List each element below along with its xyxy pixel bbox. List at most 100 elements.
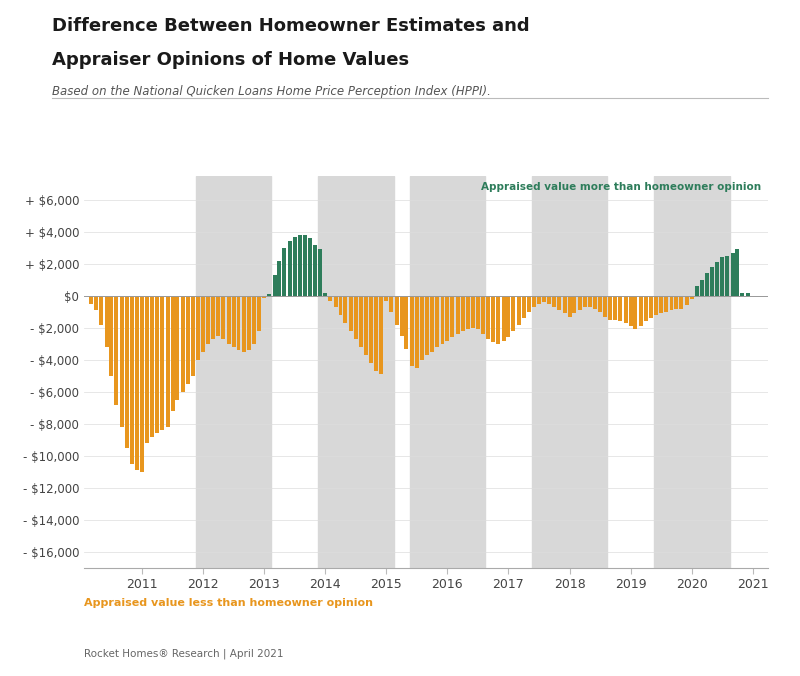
Bar xyxy=(175,296,179,400)
Bar xyxy=(435,296,439,347)
Bar xyxy=(532,296,536,307)
Bar xyxy=(715,262,719,296)
Bar xyxy=(390,296,393,312)
Bar xyxy=(746,293,750,296)
Bar xyxy=(120,296,124,427)
Text: Appraised value less than homeowner opinion: Appraised value less than homeowner opin… xyxy=(84,598,373,608)
Bar xyxy=(170,296,174,411)
Bar xyxy=(441,296,445,344)
Bar xyxy=(690,296,694,299)
Bar xyxy=(679,296,683,308)
Bar xyxy=(252,296,256,344)
Bar xyxy=(614,296,618,320)
Bar xyxy=(506,296,510,337)
Bar xyxy=(364,296,368,355)
Bar xyxy=(634,296,638,329)
Bar xyxy=(258,296,262,331)
Bar xyxy=(547,296,551,304)
Bar xyxy=(705,273,709,296)
Bar xyxy=(130,296,134,464)
Bar xyxy=(730,253,734,296)
Bar xyxy=(318,249,322,296)
Bar xyxy=(476,296,480,329)
Bar xyxy=(313,245,317,296)
Text: Difference Between Homeowner Estimates and: Difference Between Homeowner Estimates a… xyxy=(52,17,530,35)
Bar xyxy=(578,296,582,310)
Bar xyxy=(537,296,541,304)
Bar xyxy=(471,296,475,328)
Bar xyxy=(318,176,394,568)
Bar xyxy=(461,296,465,331)
Bar xyxy=(618,296,622,321)
Text: Based on the National Quicken Loans Home Price Perception Index (HPPI).: Based on the National Quicken Loans Home… xyxy=(52,84,491,97)
Bar xyxy=(740,293,744,296)
Bar xyxy=(303,235,307,296)
Bar xyxy=(150,296,154,437)
Bar xyxy=(664,296,668,312)
Bar xyxy=(323,293,327,296)
Bar xyxy=(593,296,597,308)
Bar xyxy=(262,296,266,298)
Bar xyxy=(206,296,210,344)
Bar xyxy=(160,296,164,430)
Bar xyxy=(674,296,678,310)
Bar xyxy=(410,296,414,366)
Bar xyxy=(110,296,114,376)
Bar xyxy=(354,296,358,339)
Bar xyxy=(379,296,383,375)
Bar xyxy=(190,296,194,376)
Bar xyxy=(649,296,653,318)
Bar xyxy=(399,296,403,336)
Bar xyxy=(644,296,648,321)
Bar xyxy=(349,296,353,331)
Bar xyxy=(278,260,282,296)
Bar xyxy=(725,256,729,296)
Bar xyxy=(140,296,144,472)
Bar xyxy=(196,296,200,360)
Bar xyxy=(639,296,643,327)
Bar xyxy=(308,238,312,296)
Text: Appraiser Opinions of Home Values: Appraiser Opinions of Home Values xyxy=(52,51,409,69)
Bar xyxy=(526,296,530,312)
Bar xyxy=(394,296,398,324)
Bar xyxy=(135,296,139,470)
Bar xyxy=(201,296,205,352)
Bar xyxy=(415,296,419,368)
Bar xyxy=(420,296,424,360)
Bar xyxy=(603,296,607,316)
Bar xyxy=(145,296,149,443)
Bar xyxy=(374,296,378,371)
Bar xyxy=(654,176,730,568)
Text: Appraised value more than homeowner opinion: Appraised value more than homeowner opin… xyxy=(481,182,761,191)
Bar xyxy=(720,258,724,296)
Bar xyxy=(94,296,98,310)
Bar xyxy=(105,296,109,347)
Bar xyxy=(573,296,576,314)
Bar xyxy=(583,296,586,307)
Bar xyxy=(99,296,103,324)
Bar xyxy=(486,296,490,339)
Bar xyxy=(609,296,613,320)
Bar xyxy=(196,176,271,568)
Bar xyxy=(90,296,94,304)
Bar xyxy=(557,296,561,310)
Bar xyxy=(532,176,607,568)
Bar xyxy=(502,296,506,341)
Bar xyxy=(242,296,246,352)
Bar xyxy=(481,296,485,334)
Bar xyxy=(237,296,241,350)
Bar xyxy=(222,296,226,339)
Bar xyxy=(446,296,450,341)
Bar xyxy=(491,296,495,342)
Bar xyxy=(552,296,556,307)
Bar xyxy=(466,296,470,329)
Bar xyxy=(450,296,454,337)
Bar xyxy=(710,267,714,296)
Bar xyxy=(629,296,633,327)
Bar xyxy=(211,296,215,339)
Bar xyxy=(694,286,698,296)
Bar xyxy=(288,241,292,296)
Bar xyxy=(186,296,190,384)
Bar xyxy=(522,296,526,318)
Bar xyxy=(114,296,118,405)
